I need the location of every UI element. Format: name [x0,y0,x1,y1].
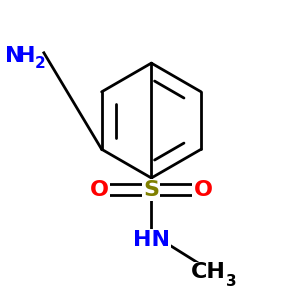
Text: S: S [143,180,159,200]
Text: 2: 2 [35,56,46,70]
Text: 3: 3 [226,274,236,289]
Text: O: O [90,180,109,200]
Text: HN: HN [133,230,170,250]
Text: H: H [16,46,35,66]
Text: N: N [5,46,23,66]
Text: CH: CH [191,262,226,282]
Text: O: O [194,180,212,200]
